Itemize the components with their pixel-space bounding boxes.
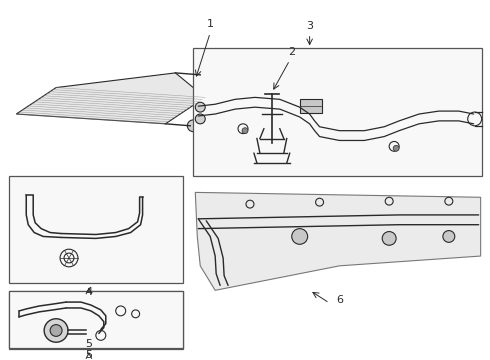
Bar: [9, 291, 183, 348]
Circle shape: [196, 102, 205, 112]
Text: 1: 1: [207, 19, 214, 29]
Text: 2: 2: [288, 47, 295, 57]
Circle shape: [44, 319, 68, 342]
Circle shape: [196, 114, 205, 124]
Circle shape: [50, 325, 62, 336]
Text: 4: 4: [85, 287, 93, 297]
Text: 5: 5: [85, 350, 93, 360]
Bar: [9, 176, 183, 283]
Circle shape: [197, 69, 209, 81]
Text: 5: 5: [85, 339, 93, 349]
Bar: [193, 48, 482, 176]
Circle shape: [292, 229, 308, 244]
Circle shape: [393, 145, 399, 151]
Text: 6: 6: [336, 295, 343, 305]
Circle shape: [242, 128, 248, 134]
Circle shape: [443, 231, 455, 242]
Circle shape: [382, 231, 396, 245]
Polygon shape: [196, 192, 481, 290]
Text: 3: 3: [306, 21, 313, 31]
Bar: [300, 99, 321, 113]
Circle shape: [187, 120, 199, 132]
Polygon shape: [16, 73, 205, 124]
Bar: [9, 291, 183, 349]
